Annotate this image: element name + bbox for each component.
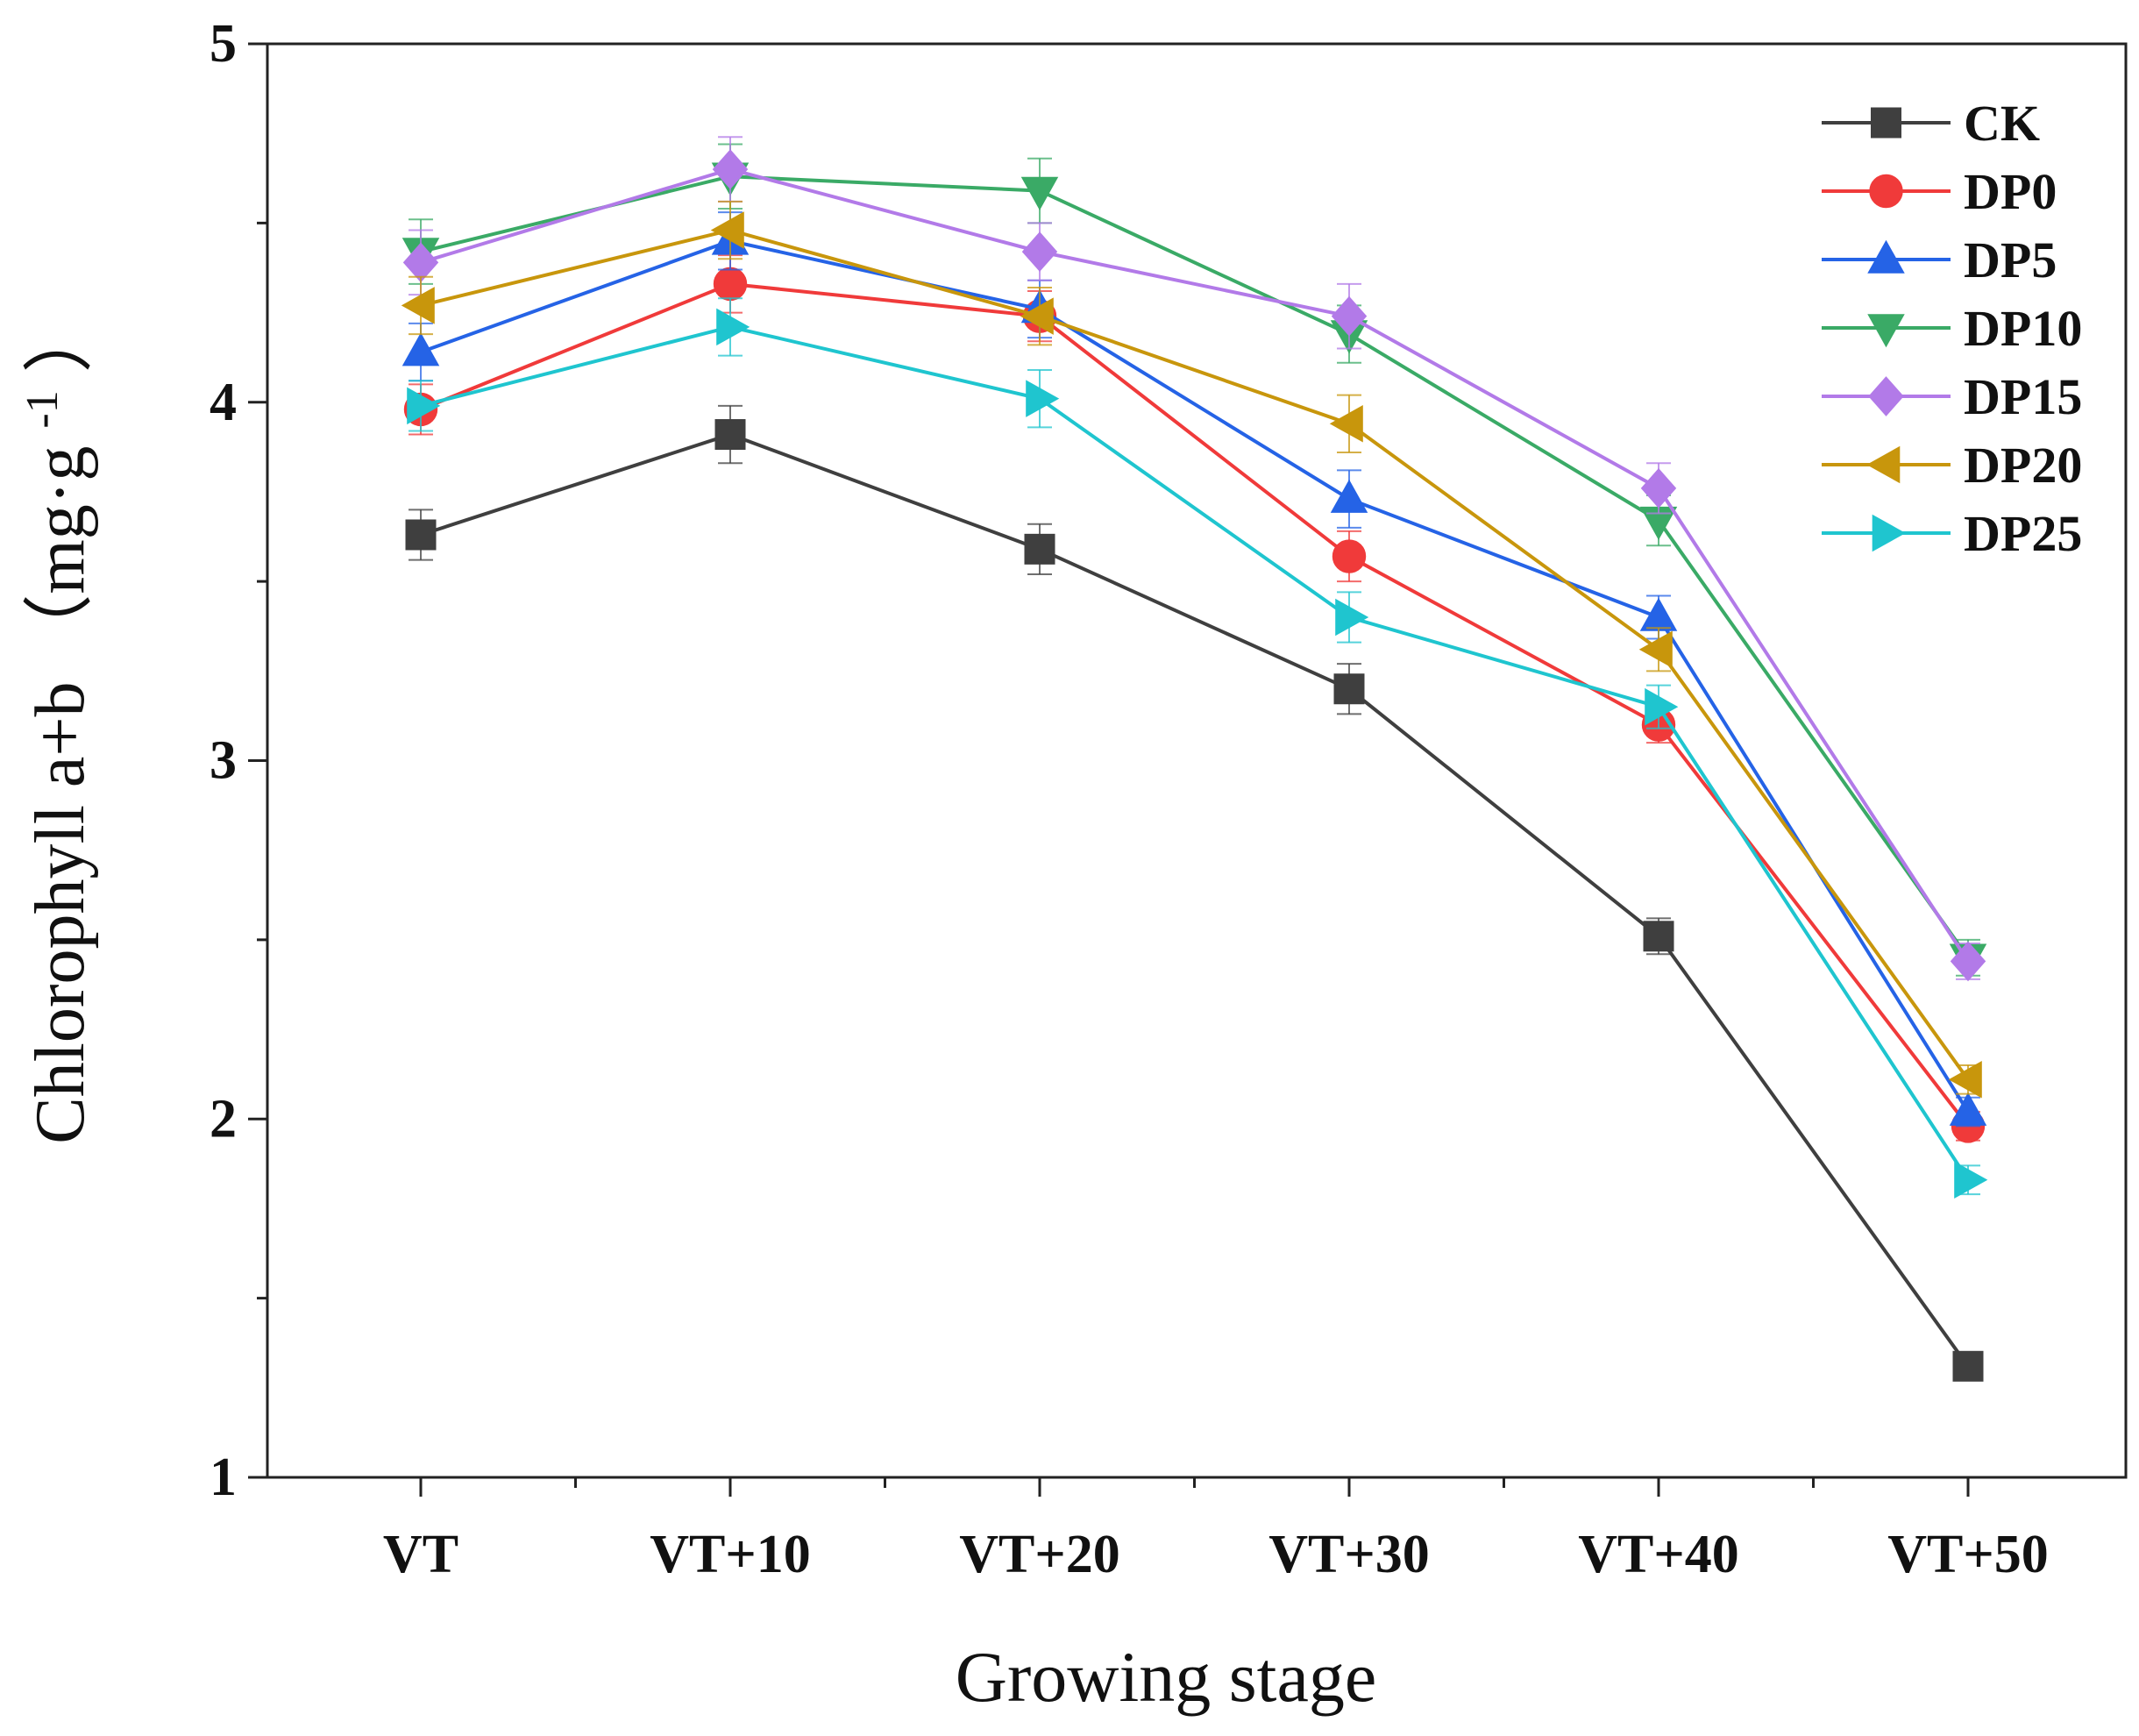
data-point — [407, 387, 441, 425]
legend-label: DP5 — [1964, 231, 2057, 288]
series-dp10 — [402, 143, 1987, 978]
y-tick-label: 3 — [210, 731, 237, 791]
x-tick-label: VT+30 — [1268, 1525, 1429, 1584]
series-line — [420, 324, 1970, 1181]
y-tick-label: 4 — [210, 373, 237, 432]
x-tick-label: VT+50 — [1887, 1525, 2048, 1584]
legend-marker — [1872, 514, 1906, 552]
series-line — [420, 432, 1970, 1368]
legend-marker — [1868, 376, 1904, 416]
x-axis-title: Growing stage — [956, 1637, 1377, 1717]
data-point — [713, 267, 748, 302]
data-point — [710, 211, 744, 249]
legend-item-dp0: DP0 — [1822, 163, 2057, 220]
series-line — [420, 238, 1970, 1113]
y-tick-label: 5 — [210, 14, 237, 74]
y-tick-label: 2 — [210, 1089, 237, 1149]
legend-label: DP15 — [1964, 368, 2082, 425]
data-point — [1640, 467, 1677, 509]
x-tick-label: VT — [383, 1525, 458, 1584]
series-line — [420, 174, 1970, 959]
legend-item-dp20: DP20 — [1822, 437, 2082, 494]
data-point — [1638, 630, 1673, 669]
data-point — [1020, 297, 1054, 335]
data-point — [1329, 405, 1363, 443]
legend-item-dp25: DP25 — [1822, 505, 2082, 562]
legend-marker — [1869, 174, 1903, 209]
data-point — [1331, 295, 1368, 337]
data-point — [401, 287, 435, 324]
x-tick-label: VT+40 — [1578, 1525, 1738, 1584]
series-line — [420, 228, 1970, 1081]
legend-label: DP0 — [1964, 163, 2057, 220]
series-ck — [405, 404, 1984, 1382]
data-point — [1643, 921, 1674, 952]
data-point — [714, 419, 746, 451]
data-point — [1330, 479, 1368, 513]
legend-label: DP10 — [1964, 300, 2082, 357]
legend-item-dp15: DP15 — [1822, 368, 2082, 425]
series-dp0 — [403, 254, 1986, 1143]
legend: CK DP0 DP5 DP10 DP15 DP20 DP25 — [1822, 95, 2082, 562]
series-dp20 — [401, 200, 1982, 1099]
data-point — [1024, 533, 1055, 565]
legend-marker — [1866, 445, 1901, 484]
data-point — [405, 519, 437, 551]
data-point — [1021, 231, 1058, 272]
series-line — [420, 281, 1970, 1128]
legend-label: DP25 — [1964, 505, 2082, 562]
legend-item-dp10: DP10 — [1822, 300, 2082, 357]
x-axis: VT VT+10 VT+20 VT+30 VT+40 VT+50 — [383, 1477, 2049, 1584]
data-point — [1639, 597, 1678, 631]
legend-item-ck: CK — [1822, 95, 2040, 152]
data-point — [1020, 176, 1059, 210]
series-dp15 — [402, 136, 1986, 982]
data-point — [1954, 1161, 1988, 1199]
legend-item-dp5: DP5 — [1822, 231, 2057, 288]
y-axis-title-unit: （mg·g — [22, 446, 99, 665]
legend-label: DP20 — [1964, 437, 2082, 494]
data-point — [1950, 941, 1986, 982]
legend-marker — [1867, 314, 1905, 348]
data-point — [1333, 673, 1365, 705]
data-point — [1332, 539, 1367, 573]
data-point — [716, 308, 750, 346]
y-axis-title-superscript: -1 — [18, 390, 68, 428]
y-axis-title: Chlorophyll a+b （mg·g -1 ） — [0, 302, 99, 1144]
data-point — [1952, 1350, 1984, 1382]
series-dp25 — [407, 297, 1988, 1199]
x-tick-label: VT+10 — [650, 1525, 810, 1584]
data-point — [1948, 1061, 1982, 1099]
legend-label: CK — [1964, 95, 2040, 152]
x-tick-label: VT+20 — [959, 1525, 1119, 1584]
y-axis-title-main: Chlorophyll a+b — [22, 681, 99, 1143]
y-axis-title-close: ） — [22, 302, 99, 373]
data-point — [402, 332, 440, 366]
legend-marker — [1867, 239, 1905, 274]
series-line — [420, 167, 1970, 963]
data-point — [1026, 380, 1060, 417]
series-layer — [401, 136, 1988, 1382]
y-tick-label: 1 — [210, 1448, 237, 1507]
data-point — [1335, 598, 1369, 637]
y-axis: 1 2 3 4 5 — [210, 14, 267, 1507]
data-point — [1949, 1092, 1987, 1126]
data-point — [1645, 687, 1679, 726]
data-point — [712, 149, 749, 189]
legend-marker — [1871, 107, 1901, 139]
